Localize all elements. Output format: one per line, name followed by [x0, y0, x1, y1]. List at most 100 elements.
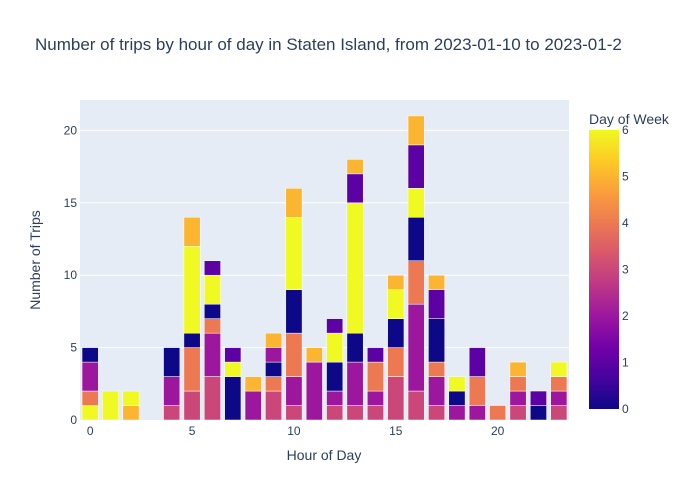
bar-segment: [326, 332, 344, 363]
bar-segment: [428, 361, 445, 377]
bar-segment: [183, 390, 201, 421]
bar-segment: [346, 332, 364, 363]
bar-segment: [81, 405, 99, 421]
bar-segment: [285, 217, 303, 290]
bar-segment: [285, 332, 303, 377]
y-tick-label: 5: [70, 341, 77, 355]
bar-segment: [305, 347, 323, 363]
bar-segment: [509, 361, 527, 377]
bar-segment: [224, 361, 242, 377]
x-tick-label: 20: [491, 424, 505, 438]
bar-segment: [244, 376, 262, 392]
colorbar-tick-label: 1: [622, 356, 629, 370]
bar-segment: [326, 405, 344, 421]
bar-segment: [204, 274, 221, 305]
bar-segment: [326, 361, 344, 392]
bar-segment: [387, 347, 405, 377]
bar-segment: [204, 303, 221, 319]
bar-segment: [204, 260, 221, 276]
bar-segment: [122, 390, 140, 406]
gridlines: [80, 129, 569, 349]
bar-segment: [122, 405, 140, 421]
bar-segment: [407, 188, 425, 218]
bar-segment: [407, 390, 425, 421]
bar-segment: [265, 332, 282, 348]
bar-segment: [326, 390, 344, 406]
bar-segment: [285, 405, 303, 421]
bar-segment: [204, 376, 221, 421]
bar-segment: [428, 405, 445, 421]
bar-segment: [346, 202, 364, 334]
bar-segment: [265, 347, 282, 363]
bar-segment: [407, 303, 425, 392]
bar-segment: [387, 318, 405, 348]
bar-segment: [509, 390, 527, 406]
bar-segment: [509, 376, 527, 392]
bar-segment: [550, 390, 568, 406]
bar-segment: [163, 405, 181, 421]
bars: [81, 115, 568, 421]
bar-segment: [326, 318, 344, 334]
colorbar-tick-label: 6: [622, 123, 629, 137]
bar-segment: [489, 405, 507, 421]
bar-segment: [163, 347, 181, 377]
colorbar: [589, 130, 619, 409]
bar-segment: [550, 376, 568, 392]
bar-segment: [468, 376, 486, 406]
bar-segment: [387, 289, 405, 319]
x-tick-label: 10: [287, 424, 301, 438]
bar-segment: [530, 405, 547, 421]
colorbar-tick-label: 2: [622, 309, 629, 323]
bar-segment: [81, 347, 99, 363]
bar-segment: [428, 376, 445, 406]
bar-segment: [530, 390, 547, 406]
bar-segment: [428, 318, 445, 363]
bar-segment: [367, 347, 384, 363]
bar-segment: [550, 361, 568, 377]
bar-segment: [367, 361, 384, 392]
bar-segment: [204, 332, 221, 377]
bar-segment: [346, 361, 364, 406]
bar-segment: [550, 405, 568, 421]
colorbar-tick-label: 4: [622, 216, 629, 230]
y-tick-label: 10: [64, 268, 78, 282]
bar-segment: [81, 390, 99, 406]
colorbar-tick-labels: 0 1 2 3 4 5 6: [622, 123, 629, 416]
y-tick-label: 0: [70, 413, 77, 427]
bar-segment: [346, 405, 364, 421]
bar-segment: [448, 376, 466, 392]
bar-segment: [346, 173, 364, 204]
bar-segment: [448, 405, 466, 421]
bar-segment: [367, 390, 384, 406]
x-tick-label: 0: [87, 424, 94, 438]
bar-segment: [183, 347, 201, 392]
bar-segment: [428, 289, 445, 319]
bar-segment: [305, 361, 323, 421]
colorbar-tick-label: 5: [622, 170, 629, 184]
bar-segment: [468, 405, 486, 421]
bar-segment: [468, 347, 486, 377]
colorbar-tick-label: 3: [622, 263, 629, 277]
bar-segment: [407, 217, 425, 261]
colorbar-tick-label: 0: [622, 402, 629, 416]
bar-segment: [407, 115, 425, 146]
bar-segment: [407, 260, 425, 305]
y-tick-label: 20: [64, 123, 78, 137]
bar-segment: [346, 159, 364, 175]
x-tick-labels: 0 5 10 15 20: [87, 424, 505, 438]
bar-segment: [102, 390, 119, 421]
bar-segment: [367, 405, 384, 421]
bar-segment: [183, 332, 201, 348]
bar-segment: [407, 144, 425, 189]
x-tick-label: 5: [189, 424, 196, 438]
bar-segment: [183, 245, 201, 334]
chart-title: Number of trips by hour of day in Staten…: [35, 35, 622, 54]
bar-segment: [285, 289, 303, 334]
x-tick-label: 15: [389, 424, 403, 438]
bar-segment: [285, 188, 303, 218]
bar-segment: [244, 390, 262, 421]
bar-segment: [265, 361, 282, 377]
plot-area: [80, 100, 569, 420]
bar-segment: [509, 405, 527, 421]
colorbar-title: Day of Week: [589, 111, 670, 127]
